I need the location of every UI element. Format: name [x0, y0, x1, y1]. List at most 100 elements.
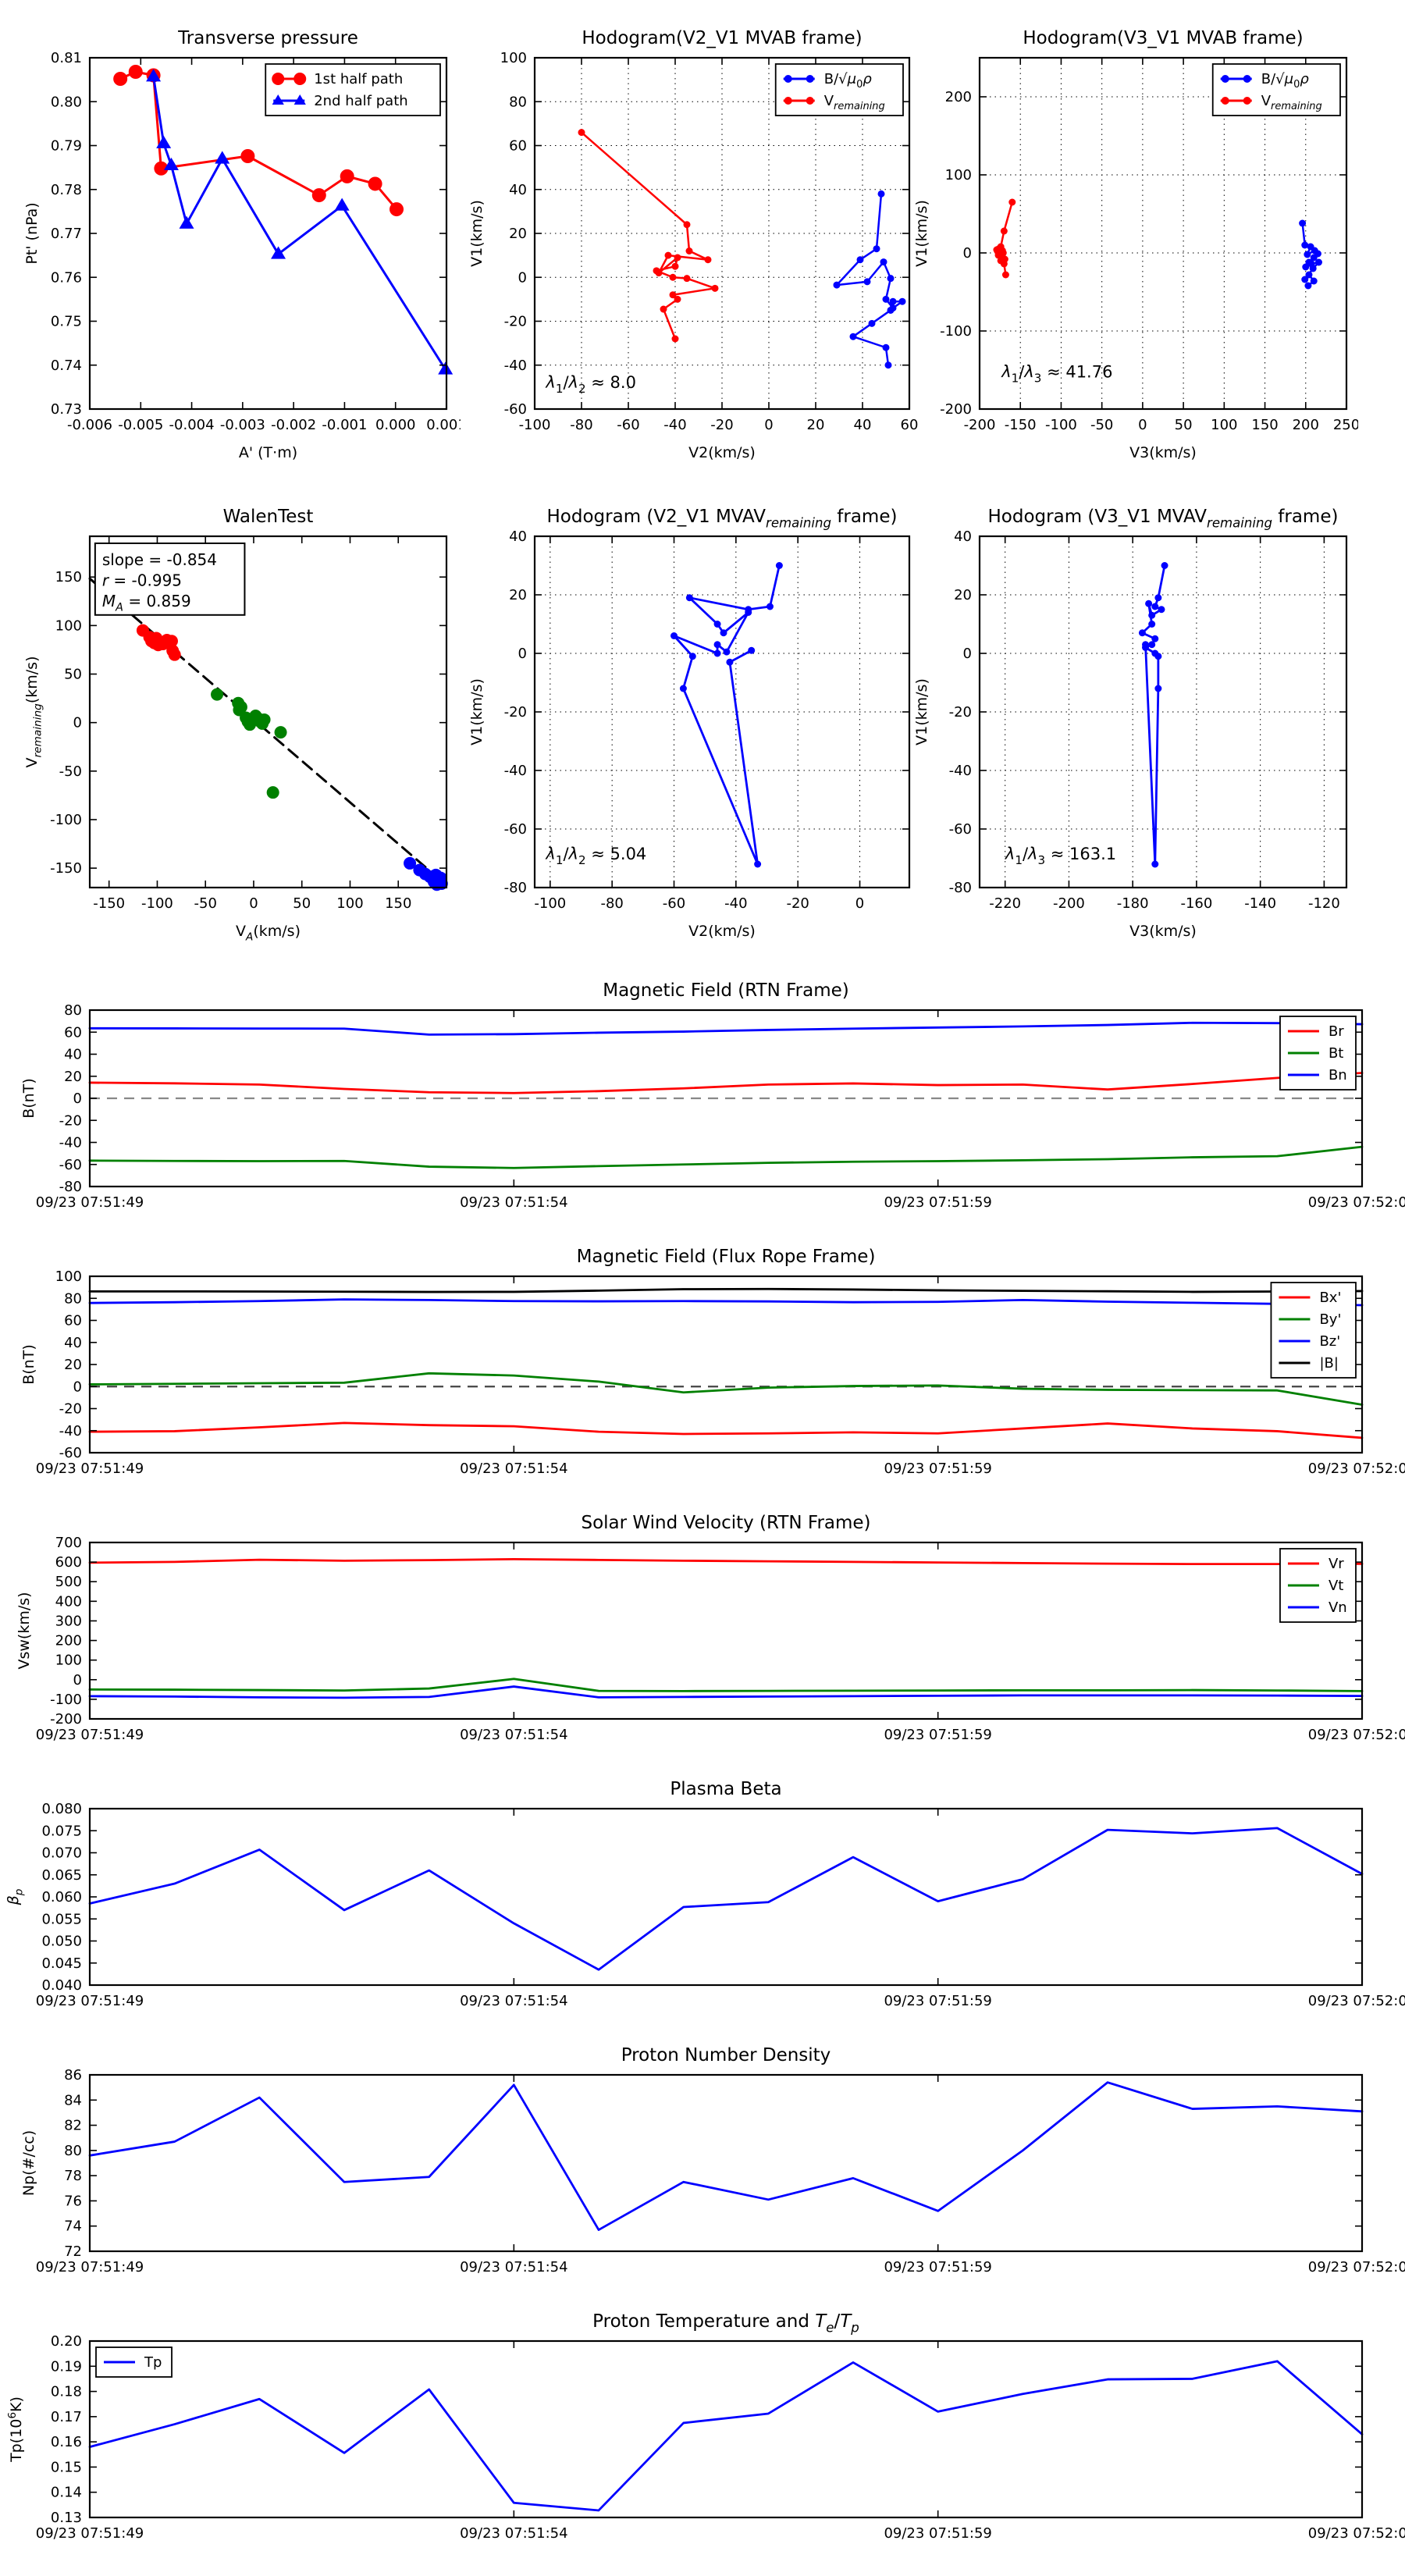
svg-text:-0.002: -0.002	[271, 417, 316, 433]
svg-text:09/23 07:52:04: 09/23 07:52:04	[1308, 1727, 1405, 1743]
svg-text:0.78: 0.78	[51, 182, 82, 198]
svg-text:09/23 07:51:49: 09/23 07:51:49	[36, 1993, 144, 2009]
svg-text:40: 40	[64, 1047, 82, 1063]
svg-text:100: 100	[55, 1653, 82, 1669]
svg-text:Vremaining: Vremaining	[824, 93, 885, 112]
svg-text:0.16: 0.16	[51, 2434, 82, 2450]
svg-text:09/23 07:51:54: 09/23 07:51:54	[460, 1461, 567, 1477]
svg-text:700: 700	[55, 1535, 82, 1551]
svg-text:Hodogram(V2_V1 MVAB frame): Hodogram(V2_V1 MVAB frame)	[582, 28, 862, 48]
svg-text:40: 40	[509, 528, 527, 545]
svg-text:500: 500	[55, 1574, 82, 1590]
svg-text:-20: -20	[59, 1112, 82, 1129]
svg-text:0.080: 0.080	[41, 1801, 82, 1817]
svg-text:-60: -60	[59, 1157, 82, 1173]
svg-text:09/23 07:51:54: 09/23 07:51:54	[460, 1727, 567, 1743]
svg-text:V1(km/s): V1(km/s)	[468, 678, 486, 745]
panel-walen-test: -150 -100 -50 0 50 100 150 -150 -100 -50 0 50 100 150…	[12, 488, 461, 962]
svg-text:09/23 07:51:54: 09/23 07:51:54	[460, 1194, 567, 1211]
svg-text:76: 76	[64, 2193, 82, 2209]
svg-text:λ1/λ2 ≈ 5.04: λ1/λ2 ≈ 5.04	[545, 845, 646, 867]
svg-text:0: 0	[963, 646, 972, 662]
svg-text:-40: -40	[59, 1135, 82, 1151]
svg-text:09/23 07:51:59: 09/23 07:51:59	[884, 1461, 991, 1477]
panel-transverse-pressure: -0.006 -0.005 -0.004 -0.003 -0.002 -0.001 0.00…	[12, 9, 461, 484]
svg-text:0.050: 0.050	[41, 1934, 82, 1950]
svg-text:Vr: Vr	[1329, 1556, 1344, 1572]
svg-text:-150: -150	[1005, 417, 1037, 433]
svg-text:Proton Number Density: Proton Number Density	[621, 2045, 831, 2065]
svg-text:Bn: Bn	[1329, 1067, 1347, 1083]
panel-hodogram-v3v1-mvav: -220 -200 -180 -160 -140 -120 -80 -60 -40 -20 0 20 4…	[902, 488, 1358, 962]
svg-text:-100: -100	[534, 895, 566, 912]
svg-text:MA = 0.859: MA = 0.859	[102, 592, 191, 614]
svg-text:By': By'	[1319, 1311, 1341, 1328]
svg-text:0.80: 0.80	[51, 94, 82, 110]
svg-text:Solar Wind Velocity (RTN Frame: Solar Wind Velocity (RTN Frame)	[581, 1513, 870, 1533]
svg-text:0.15: 0.15	[51, 2459, 82, 2475]
svg-text:50: 50	[1175, 417, 1193, 433]
svg-text:2nd half path: 2nd half path	[314, 93, 407, 109]
svg-text:09/23 07:51:59: 09/23 07:51:59	[884, 1194, 991, 1211]
svg-text:09/23 07:52:04: 09/23 07:52:04	[1308, 1993, 1405, 2009]
svg-text:100: 100	[945, 167, 972, 183]
svg-text:Magnetic Field (Flux Rope Fram: Magnetic Field (Flux Rope Frame)	[577, 1247, 876, 1267]
svg-text:09/23 07:51:59: 09/23 07:51:59	[884, 1727, 991, 1743]
svg-text:40: 40	[509, 182, 527, 198]
svg-text:09/23 07:51:54: 09/23 07:51:54	[460, 2259, 567, 2275]
svg-text:09/23 07:51:59: 09/23 07:51:59	[884, 1993, 991, 2009]
svg-text:1st half path: 1st half path	[314, 71, 403, 87]
panel-hodogram-v2v1-mvab: -100 -80 -60 -40 -20 0 20 40 60 -60 -40 -20 0 20 40 60 8…	[457, 9, 921, 484]
svg-text:-100: -100	[141, 895, 173, 912]
svg-text:-0.006: -0.006	[67, 417, 112, 433]
svg-text:V1(km/s): V1(km/s)	[913, 200, 930, 267]
svg-text:82: 82	[64, 2118, 82, 2134]
svg-text:0.20: 0.20	[51, 2333, 82, 2350]
svg-text:200: 200	[55, 1633, 82, 1649]
svg-text:0.001: 0.001	[426, 417, 461, 433]
svg-text:80: 80	[64, 1290, 82, 1307]
svg-text:0: 0	[73, 1091, 82, 1107]
svg-text:Magnetic Field (RTN Frame): Magnetic Field (RTN Frame)	[603, 980, 849, 1001]
svg-text:150: 150	[1251, 417, 1278, 433]
svg-text:100: 100	[500, 50, 527, 66]
svg-text:Proton Temperature and Te/Tp: Proton Temperature and Te/Tp	[592, 2311, 859, 2335]
svg-text:0: 0	[1138, 417, 1147, 433]
svg-text:0.070: 0.070	[41, 1845, 82, 1862]
svg-text:-40: -40	[59, 1423, 82, 1439]
svg-text:Hodogram (V3_V1 MVAVremaining: Hodogram (V3_V1 MVAVremaining frame)	[988, 507, 1339, 530]
svg-text:0.13: 0.13	[51, 2510, 82, 2526]
svg-text:-20: -20	[504, 314, 527, 330]
svg-text:-180: -180	[1117, 895, 1149, 912]
svg-text:0.14: 0.14	[51, 2485, 82, 2501]
svg-text:20: 20	[509, 587, 527, 603]
svg-text:-150: -150	[93, 895, 125, 912]
svg-text:200: 200	[1293, 417, 1319, 433]
svg-text:72: 72	[64, 2243, 82, 2260]
svg-text:-60: -60	[59, 1445, 82, 1461]
svg-text:0: 0	[73, 715, 82, 731]
svg-text:-140: -140	[1244, 895, 1276, 912]
svg-text:-20: -20	[504, 704, 527, 720]
svg-text:-60: -60	[504, 401, 527, 418]
panel-hodogram-v3v1-mvab: -200 -150 -100 -50 0 50 100 150 200 250 -200 -100 0 1…	[902, 9, 1358, 484]
svg-text:40: 40	[954, 528, 972, 545]
svg-text:λ1/λ3 ≈ 163.1: λ1/λ3 ≈ 163.1	[1005, 845, 1116, 867]
svg-text:150: 150	[55, 569, 82, 585]
svg-text:150: 150	[385, 895, 411, 912]
svg-text:100: 100	[1211, 417, 1237, 433]
svg-text:0.81: 0.81	[51, 50, 82, 66]
svg-text:0.055: 0.055	[41, 1911, 82, 1927]
svg-text:|B|: |B|	[1319, 1355, 1338, 1372]
svg-text:0.000: 0.000	[375, 417, 416, 433]
panel-hodogram-v2v1-mvav: -100 -80 -60 -40 -20 0 -80 -60 -40 -20 0 20 40 Hodogr…	[457, 488, 921, 962]
svg-text:-0.005: -0.005	[118, 417, 163, 433]
svg-text:Tp(106K): Tp(106K)	[6, 2396, 25, 2463]
svg-text:V3(km/s): V3(km/s)	[1129, 444, 1197, 461]
svg-text:0: 0	[73, 1379, 82, 1395]
svg-text:V1(km/s): V1(km/s)	[913, 678, 930, 745]
svg-text:09/23 07:52:04: 09/23 07:52:04	[1308, 1194, 1405, 1211]
panel-ts-proton-temperature: 09/23 07:51:49 09/23 07:51:54 09/23 07:51:…	[0, 2305, 1405, 2571]
svg-text:09/23 07:52:04: 09/23 07:52:04	[1308, 1461, 1405, 1477]
svg-text:-20: -20	[710, 417, 733, 433]
